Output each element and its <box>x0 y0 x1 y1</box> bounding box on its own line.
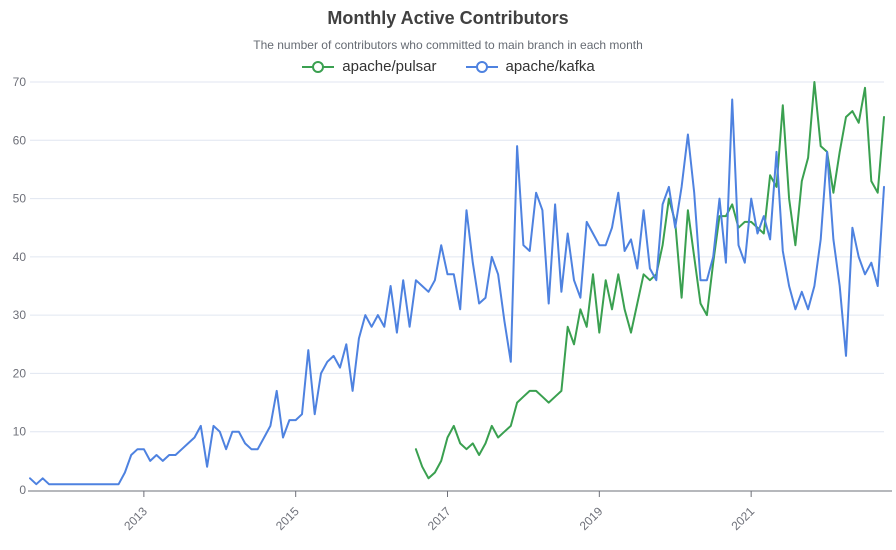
series-lines <box>29 81 885 486</box>
legend: apache/pulsar apache/kafka <box>0 58 896 75</box>
legend-label-pulsar: apache/pulsar <box>342 58 437 75</box>
x-tick-label-2021: 2021 <box>728 504 757 533</box>
legend-marker-kafka-icon <box>465 60 498 73</box>
chart-subtitle: The number of contributors who committed… <box>253 38 643 52</box>
legend-item-pulsar[interactable]: apache/pulsar <box>301 58 437 75</box>
y-tick-label-40: 40 <box>13 250 27 264</box>
y-tick-label-20: 20 <box>13 366 27 380</box>
y-tick-label-0: 0 <box>19 483 26 497</box>
y-tick-label-70: 70 <box>13 75 27 89</box>
y-tick-label-50: 50 <box>13 192 27 206</box>
x-axis: 2013 2015 2017 2019 2021 <box>28 490 892 533</box>
y-axis-labels: 0 10 20 30 40 50 60 70 <box>13 75 27 497</box>
legend-label-kafka: apache/kafka <box>505 58 595 75</box>
gridlines <box>30 81 884 433</box>
y-tick-label-60: 60 <box>13 133 27 147</box>
x-tick-label-2015: 2015 <box>273 504 302 533</box>
y-tick-label-30: 30 <box>13 308 27 322</box>
x-tick-label-2019: 2019 <box>577 504 606 533</box>
legend-item-kafka[interactable]: apache/kafka <box>465 58 595 75</box>
series-line-kafka <box>29 98 885 486</box>
chart-title: Monthly Active Contributors <box>327 8 569 28</box>
series-line-pulsar <box>414 81 885 480</box>
x-tick-label-2013: 2013 <box>121 504 150 533</box>
legend-marker-pulsar-icon <box>302 60 335 73</box>
y-tick-label-10: 10 <box>13 425 27 439</box>
x-tick-label-2017: 2017 <box>425 504 454 533</box>
